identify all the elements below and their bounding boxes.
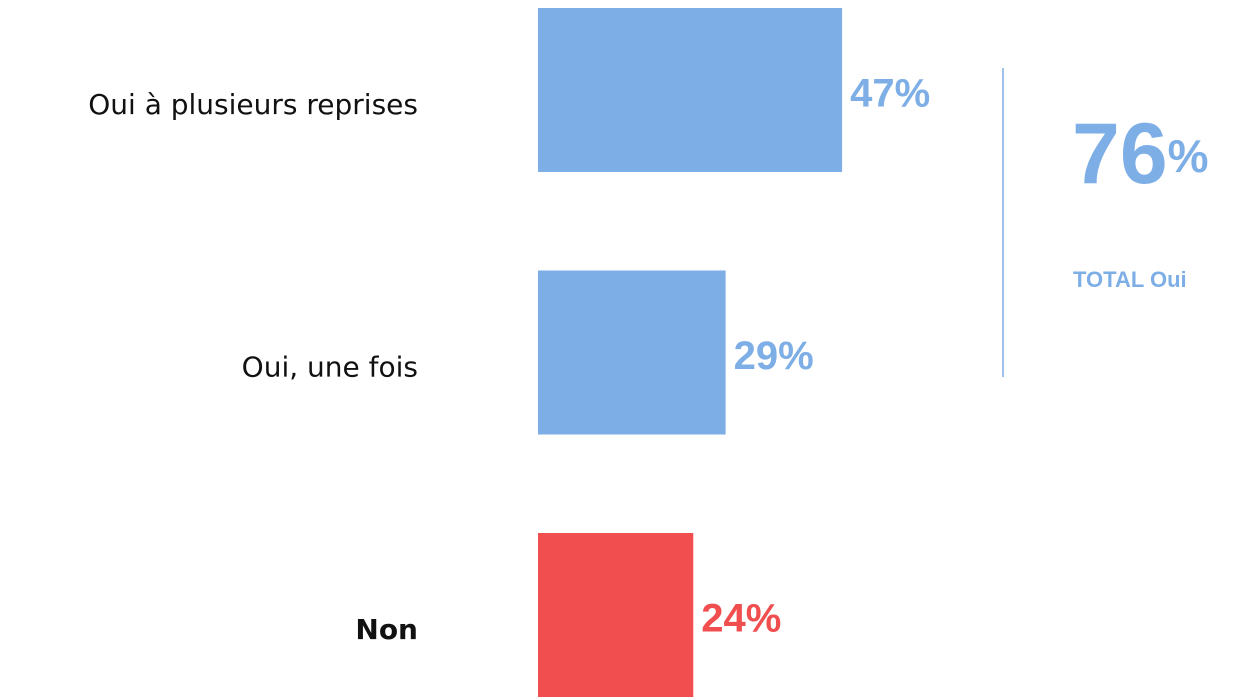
bar — [538, 533, 694, 697]
bar — [538, 8, 843, 172]
category-label: Oui, une fois — [242, 351, 418, 384]
bar — [538, 270, 726, 435]
value-label: 47% — [850, 72, 930, 116]
total-unit: % — [1168, 130, 1209, 182]
category-label: Non — [355, 613, 418, 646]
value-label: 24% — [701, 597, 781, 641]
value-label: 29% — [734, 334, 814, 378]
category-label: Oui à plusieurs reprises — [88, 88, 418, 121]
total-value: 76% — [1072, 106, 1209, 202]
total-caption: TOTAL Oui — [1073, 267, 1187, 292]
total-number: 76 — [1072, 106, 1168, 202]
